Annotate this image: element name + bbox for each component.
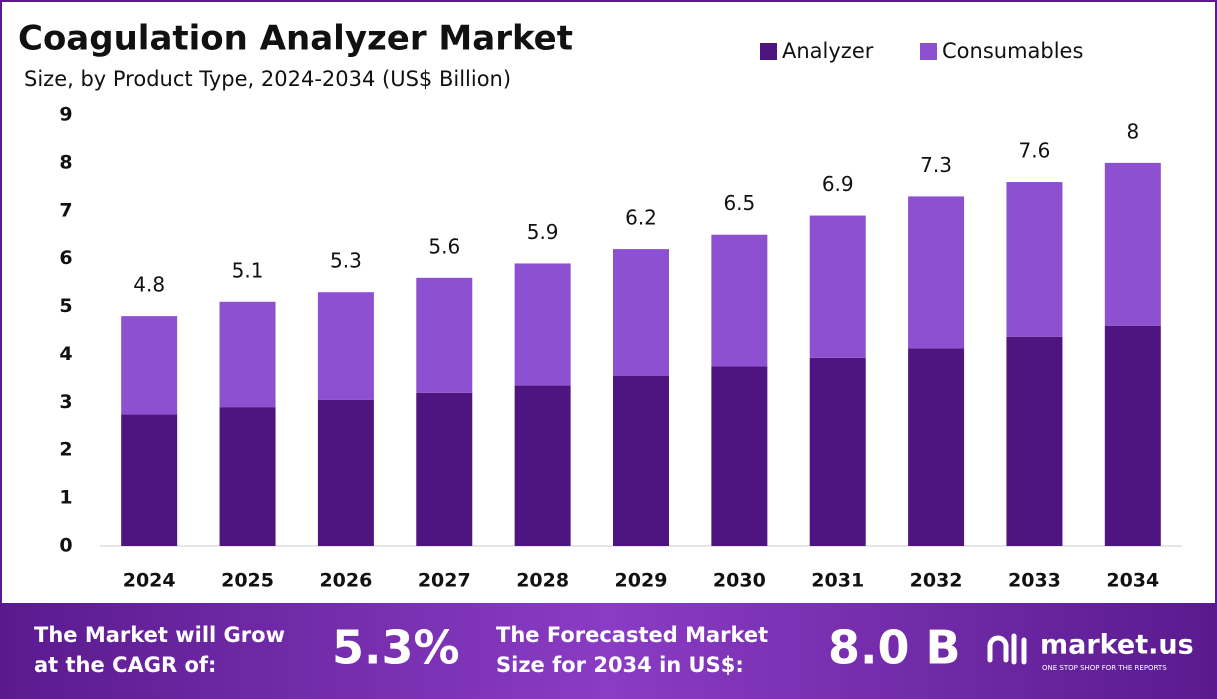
bar-segment xyxy=(416,277,473,393)
total-label: 5.1 xyxy=(232,258,264,282)
y-tick-label: 7 xyxy=(59,199,72,221)
y-tick-label: 8 xyxy=(59,151,72,173)
bar-segment xyxy=(514,385,571,546)
x-tick-label: 2025 xyxy=(221,570,274,592)
total-label: 8 xyxy=(1126,119,1139,143)
legend-swatch xyxy=(920,43,937,60)
cagr-value: 5.3% xyxy=(332,621,460,675)
brand-logo xyxy=(987,633,1027,665)
total-label: 5.9 xyxy=(527,220,559,244)
bar-segment xyxy=(908,196,965,349)
x-tick-label: 2029 xyxy=(615,570,668,592)
bar-segment xyxy=(711,366,768,546)
y-tick-label: 5 xyxy=(59,295,72,317)
x-tick-label: 2030 xyxy=(713,570,766,592)
total-label: 6.9 xyxy=(822,172,854,196)
bar-segment xyxy=(1006,336,1063,546)
y-tick-label: 1 xyxy=(59,487,72,509)
bar-segment xyxy=(514,263,571,386)
forecast-label: The Forecasted Market xyxy=(496,623,768,647)
bar-segment xyxy=(711,234,768,367)
forecast-value: 8.0 B xyxy=(828,621,961,675)
cagr-label: at the CAGR of: xyxy=(34,653,216,677)
total-label: 7.6 xyxy=(1019,139,1051,163)
legend-label: Consumables xyxy=(942,39,1083,63)
bar-segment xyxy=(416,392,473,546)
total-label: 6.2 xyxy=(625,206,657,230)
footer-band xyxy=(0,603,1217,699)
bar-segment xyxy=(1104,325,1161,546)
y-tick-label: 9 xyxy=(59,104,72,126)
chart-subtitle: Size, by Product Type, 2024-2034 (US$ Bi… xyxy=(24,67,511,91)
bar-segment xyxy=(1104,162,1161,326)
bar-segment xyxy=(219,301,276,408)
x-tick-label: 2028 xyxy=(516,570,569,592)
total-label: 5.3 xyxy=(330,249,362,273)
bar-segment xyxy=(613,249,669,376)
y-tick-label: 4 xyxy=(59,343,72,365)
bar-segment xyxy=(908,348,965,546)
total-label: 6.5 xyxy=(723,191,755,215)
forecast-label: Size for 2034 in US$: xyxy=(496,653,744,677)
bar-segment xyxy=(613,375,669,546)
bar-segment xyxy=(219,407,276,546)
bar-segment xyxy=(809,215,866,358)
x-tick-label: 2034 xyxy=(1106,570,1159,592)
legend-label: Analyzer xyxy=(782,39,874,63)
x-tick-label: 2024 xyxy=(123,570,176,592)
x-tick-label: 2031 xyxy=(811,570,864,592)
x-tick-label: 2032 xyxy=(910,570,963,592)
cagr-label: The Market will Grow xyxy=(34,623,285,647)
legend-swatch xyxy=(760,43,777,60)
total-label: 4.8 xyxy=(133,273,165,297)
y-tick-label: 3 xyxy=(59,391,72,413)
bar-segment xyxy=(809,357,866,546)
chart-title: Coagulation Analyzer Market xyxy=(18,19,573,59)
y-tick-label: 6 xyxy=(59,247,72,269)
bar-segment xyxy=(121,414,178,546)
total-label: 5.6 xyxy=(428,234,460,258)
x-tick-label: 2026 xyxy=(319,570,372,592)
brand: market.us xyxy=(1040,630,1194,661)
bar-segment xyxy=(317,292,374,400)
total-label: 7.3 xyxy=(920,153,952,177)
x-tick-label: 2027 xyxy=(418,570,471,592)
bar-segment xyxy=(121,316,178,415)
x-tick-label: 2033 xyxy=(1008,570,1061,592)
tagline: ONE STOP SHOP FOR THE REPORTS xyxy=(1042,664,1167,672)
bar-segment xyxy=(1006,182,1063,337)
y-tick-label: 2 xyxy=(59,439,72,461)
bar-segment xyxy=(317,399,374,546)
y-tick-label: 0 xyxy=(59,535,72,557)
